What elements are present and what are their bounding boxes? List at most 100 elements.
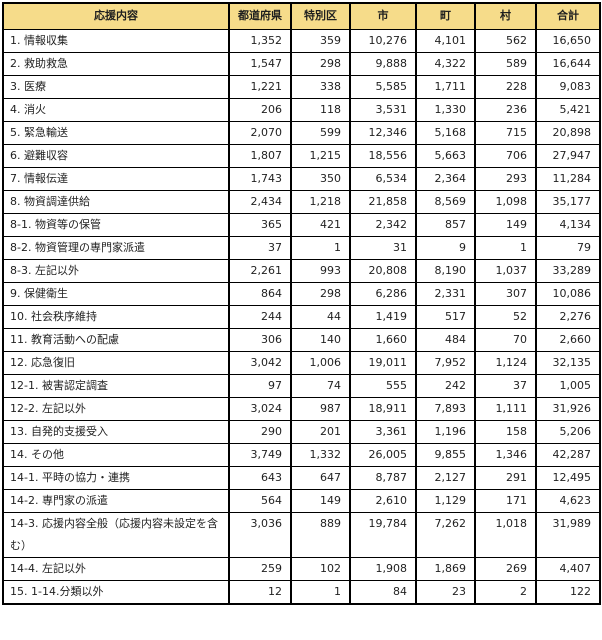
cell-value-prefectures: 3,042 [228, 350, 292, 375]
cell-value-cities: 1,419 [349, 304, 417, 329]
cell-value-prefectures: 2,434 [228, 189, 292, 214]
row-label: 8-2. 物資管理の専門家派遣 [2, 235, 230, 260]
cell-value-prefectures: 2,070 [228, 120, 292, 145]
row-label: 12-1. 被害認定調査 [2, 373, 230, 398]
cell-value-cities: 3,361 [349, 419, 417, 444]
cell-value-cities: 2,342 [349, 212, 417, 237]
cell-value-total: 32,135 [535, 350, 601, 375]
cell-value-total: 5,206 [535, 419, 601, 444]
row-label: 7. 情報伝達 [2, 166, 230, 191]
cell-value-special-wards: 359 [290, 28, 351, 53]
cell-value-towns: 484 [415, 327, 476, 352]
cell-value-special-wards: 1,006 [290, 350, 351, 375]
cell-value-villages: 293 [474, 166, 537, 191]
cell-value-villages: 1,018 [474, 511, 537, 558]
cell-value-towns: 242 [415, 373, 476, 398]
cell-value-special-wards: 298 [290, 51, 351, 76]
row-label: 14-1. 平時の協力・連携 [2, 465, 230, 490]
cell-value-towns: 1,869 [415, 556, 476, 581]
col-header-special-wards: 特別区 [290, 2, 351, 30]
cell-value-prefectures: 564 [228, 488, 292, 513]
table-row: 12-1. 被害認定調査 97 74 555 242 37 1,005 [2, 373, 601, 398]
cell-value-villages: 562 [474, 28, 537, 53]
cell-value-total: 2,276 [535, 304, 601, 329]
cell-value-villages: 2 [474, 579, 537, 604]
cell-value-prefectures: 206 [228, 97, 292, 122]
cell-value-villages: 1,098 [474, 189, 537, 214]
cell-value-special-wards: 1,218 [290, 189, 351, 214]
table-row: 12-2. 左記以外 3,024 987 18,911 7,893 1,111 31,926 [2, 396, 601, 421]
cell-value-cities: 18,911 [349, 396, 417, 421]
cell-value-villages: 158 [474, 419, 537, 444]
table-header: 応援内容 都道府県 特別区市町村合計 [2, 2, 601, 30]
cell-value-total: 5,421 [535, 97, 601, 122]
cell-value-special-wards: 889 [290, 511, 351, 558]
cell-value-cities: 21,858 [349, 189, 417, 214]
cell-value-cities: 3,531 [349, 97, 417, 122]
cell-value-special-wards: 298 [290, 281, 351, 306]
cell-value-prefectures: 3,024 [228, 396, 292, 421]
row-label: 14. その他 [2, 442, 230, 467]
cell-value-prefectures: 3,749 [228, 442, 292, 467]
row-label: 10. 社会秩序維持 [2, 304, 230, 329]
cell-value-prefectures: 2,261 [228, 258, 292, 283]
row-label: 8. 物資調達供給 [2, 189, 230, 214]
cell-value-total: 35,177 [535, 189, 601, 214]
cell-value-towns: 2,127 [415, 465, 476, 490]
cell-value-prefectures: 1,352 [228, 28, 292, 53]
row-label: 14-3. 応援内容全般（応援内容未設定を含む） [2, 511, 230, 558]
cell-value-prefectures: 259 [228, 556, 292, 581]
table-row: 8-1. 物資等の保管 365 421 2,342 857 149 4,134 [2, 212, 601, 237]
cell-value-special-wards: 993 [290, 258, 351, 283]
cell-value-villages: 307 [474, 281, 537, 306]
cell-value-towns: 4,101 [415, 28, 476, 53]
cell-value-total: 9,083 [535, 74, 601, 99]
cell-value-villages: 1,037 [474, 258, 537, 283]
cell-value-prefectures: 97 [228, 373, 292, 398]
cell-value-total: 79 [535, 235, 601, 260]
cell-value-special-wards: 140 [290, 327, 351, 352]
col-header-cities: 市 [349, 2, 417, 30]
cell-value-towns: 8,569 [415, 189, 476, 214]
cell-value-prefectures: 643 [228, 465, 292, 490]
cell-value-towns: 517 [415, 304, 476, 329]
cell-value-special-wards: 1 [290, 579, 351, 604]
cell-value-towns: 9 [415, 235, 476, 260]
cell-value-villages: 1,346 [474, 442, 537, 467]
cell-value-total: 4,134 [535, 212, 601, 237]
table-row: 7. 情報伝達 1,743 350 6,534 2,364 293 11,284 [2, 166, 601, 191]
cell-value-towns: 5,663 [415, 143, 476, 168]
table-row: 2. 救助救急 1,547 298 9,888 4,322 589 16,644 [2, 51, 601, 76]
col-header-prefectures: 都道府県 [228, 2, 292, 30]
cell-value-towns: 2,331 [415, 281, 476, 306]
cell-value-prefectures: 1,743 [228, 166, 292, 191]
cell-value-prefectures: 12 [228, 579, 292, 604]
cell-value-special-wards: 338 [290, 74, 351, 99]
cell-value-cities: 12,346 [349, 120, 417, 145]
table-row: 1. 情報収集 1,352 359 10,276 4,101 562 16,650 [2, 28, 601, 53]
table-body: 1. 情報収集 1,352 359 10,276 4,101 562 16,650 2. 救助… [2, 28, 601, 604]
cell-value-cities: 26,005 [349, 442, 417, 467]
cell-value-special-wards: 149 [290, 488, 351, 513]
cell-value-prefectures: 37 [228, 235, 292, 260]
cell-value-prefectures: 1,807 [228, 143, 292, 168]
cell-value-towns: 1,711 [415, 74, 476, 99]
table-row: 9. 保健衛生 864 298 6,286 2,331 307 10,086 [2, 281, 601, 306]
cell-value-towns: 4,322 [415, 51, 476, 76]
cell-value-total: 1,005 [535, 373, 601, 398]
cell-value-villages: 589 [474, 51, 537, 76]
table-row: 12. 応急復旧 3,042 1,006 19,011 7,952 1,124 32,135 [2, 350, 601, 375]
cell-value-towns: 7,952 [415, 350, 476, 375]
cell-value-towns: 2,364 [415, 166, 476, 191]
table-row: 8-2. 物資管理の専門家派遣 37 1 31 9 1 79 [2, 235, 601, 260]
table-row: 15. 1-14.分類以外 12 1 84 23 2 122 [2, 579, 601, 604]
table-row: 13. 自発的支援受入 290 201 3,361 1,196 158 5,206 [2, 419, 601, 444]
cell-value-villages: 228 [474, 74, 537, 99]
cell-value-cities: 84 [349, 579, 417, 604]
row-label: 6. 避難収容 [2, 143, 230, 168]
cell-value-prefectures: 306 [228, 327, 292, 352]
table-row: 14-3. 応援内容全般（応援内容未設定を含む） 3,036 889 19,784 7,… [2, 511, 601, 558]
cell-value-total: 27,947 [535, 143, 601, 168]
cell-value-cities: 6,286 [349, 281, 417, 306]
cell-value-total: 16,644 [535, 51, 601, 76]
